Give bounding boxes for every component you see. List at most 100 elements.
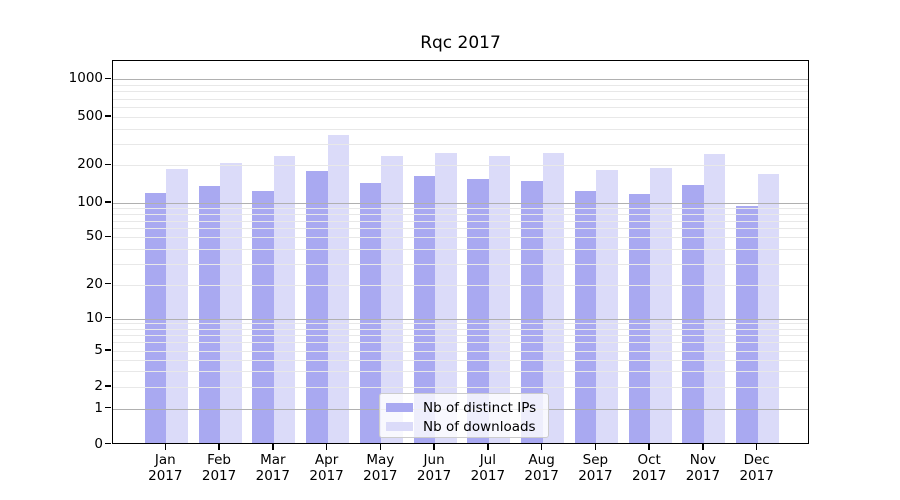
x-tick-mark (164, 443, 166, 450)
y-tick-label: 1000 (68, 70, 103, 87)
y-tick-mark (105, 115, 111, 117)
gridline-minor (113, 107, 809, 109)
bar-mar-downloads (273, 156, 296, 443)
x-tick-label-jun: Jun 2017 (416, 452, 452, 484)
y-tick-label: 2 (94, 378, 103, 394)
x-tick-label-apr: Apr 2017 (309, 452, 344, 484)
legend-swatch-distinct-ips-icon (386, 403, 413, 412)
bar-oct-distinct-ips (628, 193, 651, 443)
x-tick-mark (433, 443, 435, 450)
legend-item-downloads: Nb of downloads (386, 418, 548, 435)
x-tick-mark (218, 443, 220, 450)
x-tick-label-feb: Feb 2017 (201, 452, 237, 484)
bar-sep-distinct-ips (574, 190, 597, 443)
gridline-major (113, 203, 809, 204)
gridline-minor (113, 98, 809, 100)
x-tick-label-oct: Oct 2017 (631, 452, 667, 484)
x-tick-mark (540, 443, 543, 450)
x-tick-label-mar: Mar 2017 (255, 452, 290, 484)
gridline-minor (113, 359, 809, 361)
gridline-minor (113, 371, 809, 373)
x-tick-label-nov: Nov 2017 (685, 452, 721, 484)
y-tick-mark (105, 349, 111, 351)
y-tick-mark (105, 201, 111, 203)
legend-label-distinct-ips: Nb of distinct IPs (423, 399, 537, 416)
bar-jul-distinct-ips (467, 178, 489, 443)
x-tick-mark (702, 443, 704, 450)
gridline-minor (113, 237, 809, 239)
bar-jul-downloads (488, 156, 511, 443)
y-tick-label: 5 (94, 342, 103, 358)
plot-area (112, 60, 810, 444)
x-tick-label-sep: Sep 2017 (578, 452, 613, 484)
gridline-minor (113, 328, 809, 330)
gridline-minor (113, 220, 809, 222)
bar-may-downloads (381, 156, 403, 443)
y-tick-label: 0 (94, 435, 103, 452)
bar-feb-downloads (220, 163, 242, 443)
x-tick-mark (379, 443, 382, 450)
gridline-minor (113, 323, 809, 325)
bar-aug-downloads (542, 152, 565, 443)
gridline-minor (113, 117, 809, 118)
gridline-minor (113, 85, 809, 87)
bar-dec-downloads (757, 173, 780, 443)
legend: Nb of distinct IPs Nb of downloads (379, 393, 549, 438)
y-tick-label: 50 (85, 228, 103, 245)
x-tick-mark (648, 443, 650, 450)
gridline-minor (113, 128, 809, 130)
y-tick-label: 100 (77, 194, 103, 210)
gridline-minor (113, 342, 809, 344)
gridline-minor (113, 335, 809, 337)
y-tick-label: 200 (77, 156, 103, 173)
gridline-minor (113, 214, 809, 216)
gridline-major (113, 318, 809, 320)
y-tick-mark (105, 407, 111, 409)
x-tick-mark (594, 443, 597, 450)
bar-jan-downloads (166, 169, 188, 443)
x-tick-mark (487, 443, 489, 450)
gridline-minor (113, 91, 809, 93)
gridline-minor (113, 165, 809, 167)
x-tick-mark (272, 443, 274, 450)
gridline-minor (113, 284, 809, 286)
x-tick-label-may: May 2017 (363, 452, 398, 484)
x-tick-label-aug: Aug 2017 (524, 452, 559, 484)
x-tick-label-jul: Jul 2017 (470, 452, 506, 484)
y-tick-label: 500 (77, 108, 103, 124)
gridline-minor (113, 228, 809, 230)
bar-nov-downloads (703, 154, 726, 443)
y-tick-mark (105, 442, 111, 445)
gridline-minor (113, 208, 809, 210)
y-tick-mark (105, 316, 111, 319)
y-tick-mark (105, 235, 111, 237)
bar-mar-distinct-ips (252, 190, 274, 443)
bar-jun-downloads (435, 153, 457, 443)
y-tick-label: 20 (85, 275, 103, 292)
gridline-minor (113, 351, 809, 352)
bar-jun-distinct-ips (413, 176, 436, 443)
y-tick-mark (105, 385, 111, 387)
legend-label-downloads: Nb of downloads (423, 418, 536, 435)
gridline-minor (113, 387, 809, 388)
legend-swatch-downloads-icon (386, 422, 413, 431)
gridline-minor (113, 263, 809, 265)
gridline-minor (113, 143, 809, 145)
x-tick-mark (325, 443, 328, 450)
legend-item-distinct-ips: Nb of distinct IPs (386, 399, 548, 416)
gridline-minor (113, 248, 809, 250)
bar-apr-downloads (327, 135, 350, 443)
y-tick-mark (105, 282, 111, 285)
y-tick-mark (105, 77, 111, 79)
y-tick-label: 1 (94, 399, 103, 416)
x-tick-label-dec: Dec 2017 (739, 452, 774, 484)
bar-feb-distinct-ips (198, 186, 221, 443)
gridline-major (113, 79, 809, 81)
bar-jan-distinct-ips (144, 192, 167, 443)
x-tick-mark (755, 443, 758, 450)
bar-aug-distinct-ips (521, 180, 543, 443)
bar-nov-distinct-ips (682, 184, 704, 443)
x-tick-label-jan: Jan 2017 (148, 452, 183, 484)
y-tick-mark (105, 163, 111, 165)
